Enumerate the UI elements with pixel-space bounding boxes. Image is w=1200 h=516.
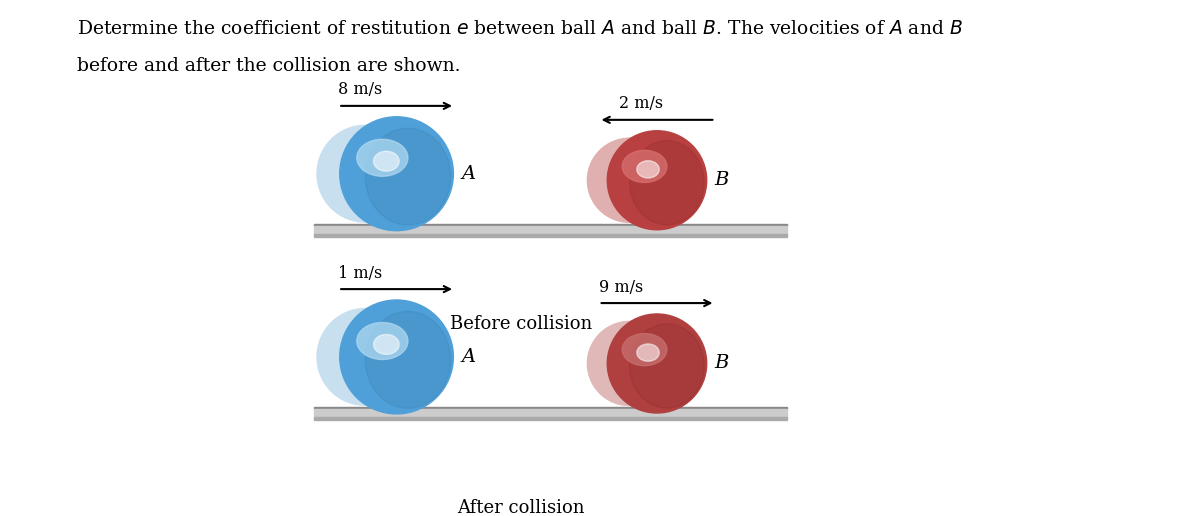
Ellipse shape — [373, 334, 400, 354]
Ellipse shape — [630, 141, 704, 225]
Ellipse shape — [356, 322, 408, 360]
Ellipse shape — [356, 139, 408, 176]
Text: B: B — [714, 171, 728, 189]
Text: 2 m/s: 2 m/s — [619, 95, 664, 112]
Ellipse shape — [622, 333, 667, 366]
Ellipse shape — [587, 138, 672, 222]
Ellipse shape — [607, 131, 707, 230]
Ellipse shape — [365, 128, 450, 225]
Text: before and after the collision are shown.: before and after the collision are shown… — [77, 57, 461, 75]
Text: 9 m/s: 9 m/s — [599, 279, 643, 296]
Ellipse shape — [622, 150, 667, 183]
Text: After collision: After collision — [457, 498, 584, 516]
Polygon shape — [313, 407, 787, 409]
Ellipse shape — [607, 314, 707, 413]
Ellipse shape — [317, 309, 414, 406]
Ellipse shape — [340, 117, 454, 231]
Ellipse shape — [317, 125, 414, 222]
Polygon shape — [313, 224, 787, 225]
Ellipse shape — [340, 300, 454, 414]
Ellipse shape — [365, 311, 450, 408]
Text: B: B — [714, 354, 728, 373]
Text: A: A — [462, 165, 476, 183]
Polygon shape — [313, 225, 787, 234]
Polygon shape — [313, 234, 787, 237]
Ellipse shape — [637, 344, 659, 361]
Ellipse shape — [630, 324, 704, 408]
Text: Before collision: Before collision — [450, 315, 592, 333]
Text: A: A — [462, 348, 476, 366]
Ellipse shape — [373, 151, 400, 171]
Ellipse shape — [637, 160, 659, 178]
Polygon shape — [313, 417, 787, 421]
Ellipse shape — [587, 321, 672, 406]
Text: 8 m/s: 8 m/s — [338, 82, 383, 99]
Text: Determine the coefficient of restitution $e$ between ball $A$ and ball $B$. The : Determine the coefficient of restitution… — [77, 20, 962, 38]
Polygon shape — [313, 409, 787, 417]
Text: 1 m/s: 1 m/s — [338, 265, 383, 282]
